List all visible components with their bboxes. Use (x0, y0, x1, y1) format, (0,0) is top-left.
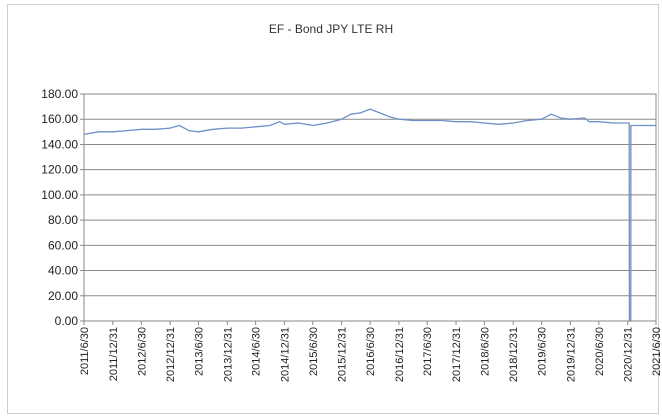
data-point (550, 113, 552, 115)
data-point (412, 119, 414, 122)
data-point (126, 130, 128, 132)
data-point (341, 118, 343, 120)
y-tick-label: 40.00 (48, 264, 78, 278)
data-point (169, 127, 171, 129)
data-point (426, 119, 428, 122)
data-point (526, 119, 528, 122)
data-point (197, 131, 200, 133)
data-point (540, 118, 543, 120)
chart-title: EF - Bond JPY LTE RH (268, 22, 394, 36)
data-point (255, 126, 257, 128)
x-axis-ticks: 2011/6/30 2011/12/31 2012/6/30 2012/12/31 20… (79, 321, 662, 382)
y-tick-label: 140.00 (41, 137, 78, 151)
x-tick-label: 2013/6/30 (193, 327, 205, 376)
data-point (97, 131, 99, 133)
data-point (588, 121, 590, 123)
data-point (628, 122, 630, 124)
x-tick-label: 2015/6/30 (308, 327, 320, 376)
x-tick-label: 2021/6/30 (651, 327, 662, 376)
x-tick-label: 2019/6/30 (537, 327, 549, 376)
x-tick-label: 2016/6/30 (365, 327, 377, 376)
x-tick-label: 2014/6/30 (251, 327, 263, 376)
x-tick-label: 2018/6/30 (479, 327, 491, 376)
data-point (560, 117, 562, 119)
data-point (188, 130, 190, 132)
x-tick-label: 2013/12/31 (222, 327, 234, 382)
data-point (359, 112, 362, 114)
data-point (441, 119, 443, 122)
data-point (379, 112, 381, 114)
data-point (178, 124, 180, 127)
data-point (630, 124, 632, 127)
x-tick-label: 2019/12/31 (565, 327, 577, 382)
data-point (498, 123, 500, 125)
y-tick-label: 60.00 (48, 238, 78, 252)
data-point (598, 121, 600, 123)
data-point (269, 124, 271, 127)
data-point (279, 121, 281, 123)
data-point (350, 113, 352, 115)
y-tick-label: 120.00 (41, 163, 78, 177)
chart-frame (7, 4, 659, 414)
data-point (226, 127, 228, 129)
data-point (140, 128, 142, 130)
data-point (283, 123, 285, 125)
data-point (512, 122, 514, 124)
x-tick-label: 2020/12/31 (623, 327, 635, 382)
x-tick-label: 2017/6/30 (422, 327, 434, 376)
y-tick-label: 160.00 (41, 112, 78, 126)
grid-lines (84, 118, 656, 297)
data-point (155, 128, 157, 130)
series-line-0 (83, 108, 656, 322)
data-point (612, 122, 614, 124)
data-point (584, 117, 586, 119)
x-tick-label: 2016/12/31 (394, 327, 406, 382)
data-point (455, 121, 457, 123)
data-point (297, 122, 300, 124)
x-tick-label: 2011/12/31 (108, 327, 120, 381)
data-point (312, 124, 314, 127)
y-axis-ticks: 0.00 20.00 40.00 60.00 80.00 100.00 120.00 140.… (41, 87, 84, 328)
data-point (483, 122, 485, 124)
data-point (388, 116, 390, 118)
plot-area-border (83, 93, 657, 322)
x-tick-label: 2017/12/31 (451, 327, 463, 382)
data-point (641, 124, 643, 127)
y-tick-label: 0.00 (55, 314, 79, 328)
y-tick-label: 180.00 (41, 87, 78, 101)
y-tick-label: 100.00 (41, 188, 78, 202)
y-tick-label: 80.00 (48, 213, 78, 227)
data-point (627, 122, 629, 124)
data-point (569, 118, 571, 120)
x-tick-label: 2012/6/30 (136, 327, 148, 376)
x-tick-label: 2011/6/30 (79, 327, 91, 375)
x-tick-label: 2012/12/31 (165, 327, 177, 382)
x-tick-label: 2018/12/31 (508, 327, 520, 382)
data-point (369, 108, 371, 110)
data-point (212, 128, 214, 130)
data-point (398, 118, 400, 120)
data-point (469, 121, 471, 123)
data-point (112, 131, 114, 133)
y-tick-label: 20.00 (48, 289, 78, 303)
x-tick-label: 2014/12/31 (279, 327, 291, 382)
x-tick-label: 2015/12/31 (337, 327, 349, 382)
data-point (240, 127, 242, 129)
x-tick-label: 2020/6/30 (594, 327, 606, 376)
series-layer (83, 108, 657, 322)
data-point (326, 122, 328, 124)
